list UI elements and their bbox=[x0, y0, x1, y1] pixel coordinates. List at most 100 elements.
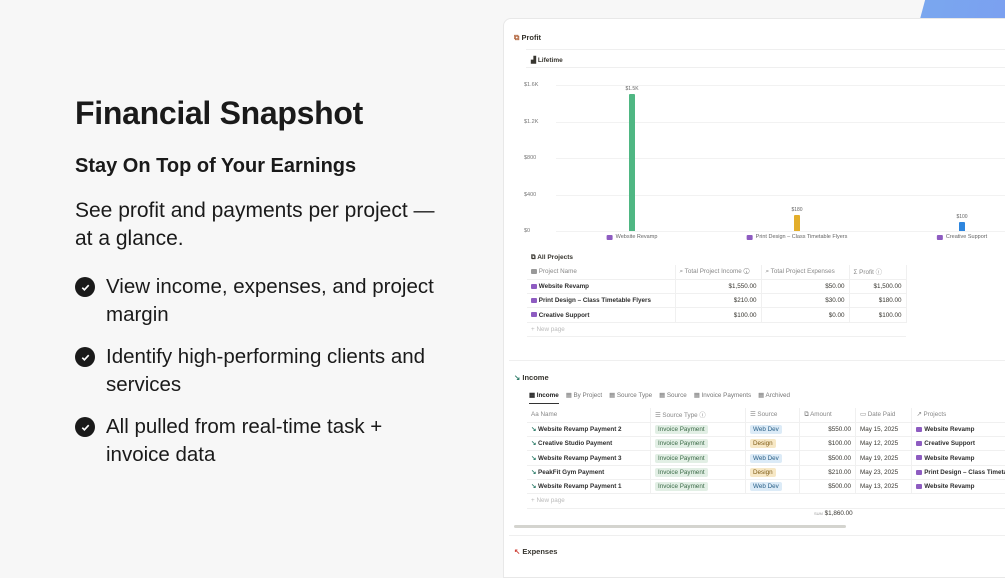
bar[interactable] bbox=[959, 221, 965, 231]
folder-icon bbox=[916, 441, 923, 447]
feature-text: Identify high-performing clients and ser… bbox=[106, 345, 426, 396]
table-row[interactable]: ↘ Website Revamp Payment 2 Invoice Paymen… bbox=[527, 422, 1005, 438]
y-tick-label: $0 bbox=[524, 228, 531, 234]
y-tick-label: $400 bbox=[524, 191, 537, 198]
table-row[interactable]: ↘ PeakFit Gym Payment Invoice Payment Desi… bbox=[527, 465, 1005, 480]
folder-icon bbox=[531, 283, 537, 289]
profit-cell: $100.00 bbox=[849, 307, 907, 323]
check-circle-icon bbox=[75, 417, 95, 437]
y-tick-label: $1.6K bbox=[524, 82, 539, 88]
gridline bbox=[556, 158, 1005, 159]
folder-icon bbox=[916, 469, 923, 475]
col-profit[interactable]: Σ Profit ⓘ bbox=[849, 265, 907, 280]
source-type-cell: Invoice Payment bbox=[650, 422, 746, 438]
tab-invoice-payments[interactable]: ▦ Invoice Payments bbox=[693, 392, 752, 399]
profit-cell: $1,500.00 bbox=[849, 279, 907, 295]
tab-source-type[interactable]: ▦ Source Type bbox=[609, 392, 653, 399]
amount-cell: $500.00 bbox=[799, 450, 857, 466]
x-tick-label: Print Design – Class Timetable Flyers bbox=[746, 234, 847, 240]
folder-icon bbox=[916, 483, 923, 489]
col-project-name[interactable]: Project Name bbox=[527, 265, 676, 280]
check-circle-icon bbox=[75, 277, 95, 297]
profit-title: Profit bbox=[521, 33, 542, 42]
project-link: Website Revamp bbox=[911, 479, 1005, 495]
amount-cell: $550.00 bbox=[799, 422, 857, 438]
income-cell: $100.00 bbox=[675, 307, 762, 323]
table-row[interactable]: Creative Support $100.00 $0.00 $100.00 bbox=[527, 307, 907, 323]
col-projects[interactable]: ↗ Projects bbox=[911, 408, 1005, 423]
col-date-paid[interactable]: ▭ Date Paid bbox=[855, 408, 913, 423]
all-projects-title: All Projects bbox=[537, 254, 573, 261]
expenses-header: ↖ Expenses bbox=[514, 547, 557, 556]
date-cell: May 12, 2025 bbox=[855, 436, 913, 452]
decorative-blue-shape bbox=[920, 0, 1005, 19]
bar-data-label: $1.5K bbox=[625, 86, 639, 93]
horizontal-scrollbar[interactable] bbox=[514, 525, 846, 528]
source-cell: Web Dev bbox=[745, 450, 801, 466]
expenses-cell: $0.00 bbox=[761, 307, 850, 323]
col-source[interactable]: ☰ Source bbox=[745, 408, 801, 423]
col-expenses[interactable]: ⌕ Total Project Expenses bbox=[761, 265, 850, 280]
arrow-down-right-icon: ↘ bbox=[531, 440, 537, 448]
gridline bbox=[556, 194, 1005, 196]
folder-icon bbox=[531, 298, 537, 304]
income-cell: $1,550.00 bbox=[675, 279, 762, 295]
date-cell: May 15, 2025 bbox=[855, 422, 913, 438]
gridline bbox=[556, 85, 1005, 86]
new-page-button[interactable]: + New page bbox=[527, 493, 1005, 509]
col-income[interactable]: ⌕ Total Project Income ⓘ bbox=[675, 265, 762, 280]
feature-item: All pulled from real-time task + invoice… bbox=[75, 413, 435, 469]
check-circle-icon bbox=[75, 347, 95, 367]
bar-data-label: $100 bbox=[956, 213, 968, 220]
col-amount[interactable]: ⧉ Amount bbox=[799, 408, 857, 423]
source-type-cell: Invoice Payment bbox=[650, 436, 746, 452]
date-cell: May 19, 2025 bbox=[855, 450, 913, 466]
tab-income[interactable]: ▦ Income bbox=[529, 392, 559, 404]
table-row[interactable]: ↘ Creative Studio Payment Invoice Payment… bbox=[527, 436, 1005, 452]
arrow-down-right-icon: ↘ bbox=[531, 468, 537, 476]
income-sum: SUM $1,860.00 bbox=[814, 510, 853, 517]
feature-text: All pulled from real-time task + invoice… bbox=[106, 415, 383, 466]
income-title: Income bbox=[522, 373, 549, 382]
arrow-down-right-icon: ↘ bbox=[514, 373, 521, 382]
bar[interactable] bbox=[629, 94, 635, 231]
projects-table: Project Name ⌕ Total Project Income ⓘ ⌕ … bbox=[527, 265, 907, 337]
feature-item: View income, expenses, and project margi… bbox=[75, 273, 435, 329]
y-tick-label: $1.2K bbox=[524, 118, 539, 125]
project-link: Print Design – Class Timetable Flyers bbox=[911, 465, 1005, 480]
tab-archived[interactable]: ▦ Archived bbox=[758, 392, 791, 399]
folder-icon bbox=[531, 312, 537, 318]
source-type-cell: Invoice Payment bbox=[650, 450, 746, 466]
project-name: Creative Support bbox=[527, 307, 676, 323]
payment-name: ↘ Website Revamp Payment 1 bbox=[527, 479, 652, 495]
gridline bbox=[556, 231, 1005, 232]
all-projects-header[interactable]: ⧉ All Projects bbox=[531, 254, 573, 262]
project-name: Print Design – Class Timetable Flyers bbox=[527, 293, 676, 309]
money-icon: ⧉ bbox=[514, 33, 520, 42]
project-link: Creative Support bbox=[911, 436, 1005, 452]
source-cell: Design bbox=[745, 465, 801, 480]
col-name[interactable]: Aa Name bbox=[527, 408, 652, 423]
view-lifetime[interactable]: ▟ Lifetime bbox=[531, 56, 563, 64]
y-tick-label: $800 bbox=[524, 155, 537, 161]
source-type-cell: Invoice Payment bbox=[650, 465, 746, 480]
table-row[interactable]: ↘ Website Revamp Payment 3 Invoice Paymen… bbox=[527, 450, 1005, 466]
table-row[interactable]: Print Design – Class Timetable Flyers $21… bbox=[527, 293, 907, 309]
arrow-down-right-icon: ↘ bbox=[531, 483, 537, 491]
expenses-title: Expenses bbox=[522, 547, 558, 556]
lead-text: See profit and payments per project — at… bbox=[75, 199, 435, 250]
table-row[interactable]: ↘ Website Revamp Payment 1 Invoice Paymen… bbox=[527, 479, 1005, 495]
table-row[interactable]: Website Revamp $1,550.00 $50.00 $1,500.00 bbox=[527, 279, 907, 295]
tab-by-project[interactable]: ▦ By Project bbox=[565, 392, 603, 399]
tab-source[interactable]: ▦ Source bbox=[659, 392, 687, 399]
amount-cell: $100.00 bbox=[799, 436, 857, 452]
expenses-cell: $50.00 bbox=[761, 279, 850, 295]
folder-icon bbox=[916, 455, 923, 461]
income-header: ↘ Income bbox=[514, 373, 549, 382]
income-tabs: ▦ Income ▦ By Project ▦ Source Type ▦ Sourc… bbox=[529, 392, 790, 404]
bar[interactable] bbox=[794, 214, 800, 231]
source-cell: Web Dev bbox=[745, 479, 801, 495]
new-page-button[interactable]: + New page bbox=[527, 322, 906, 337]
payment-name: ↘ Website Revamp Payment 2 bbox=[527, 422, 652, 438]
col-source-type[interactable]: ☰ Source Type ⓘ bbox=[650, 408, 746, 423]
